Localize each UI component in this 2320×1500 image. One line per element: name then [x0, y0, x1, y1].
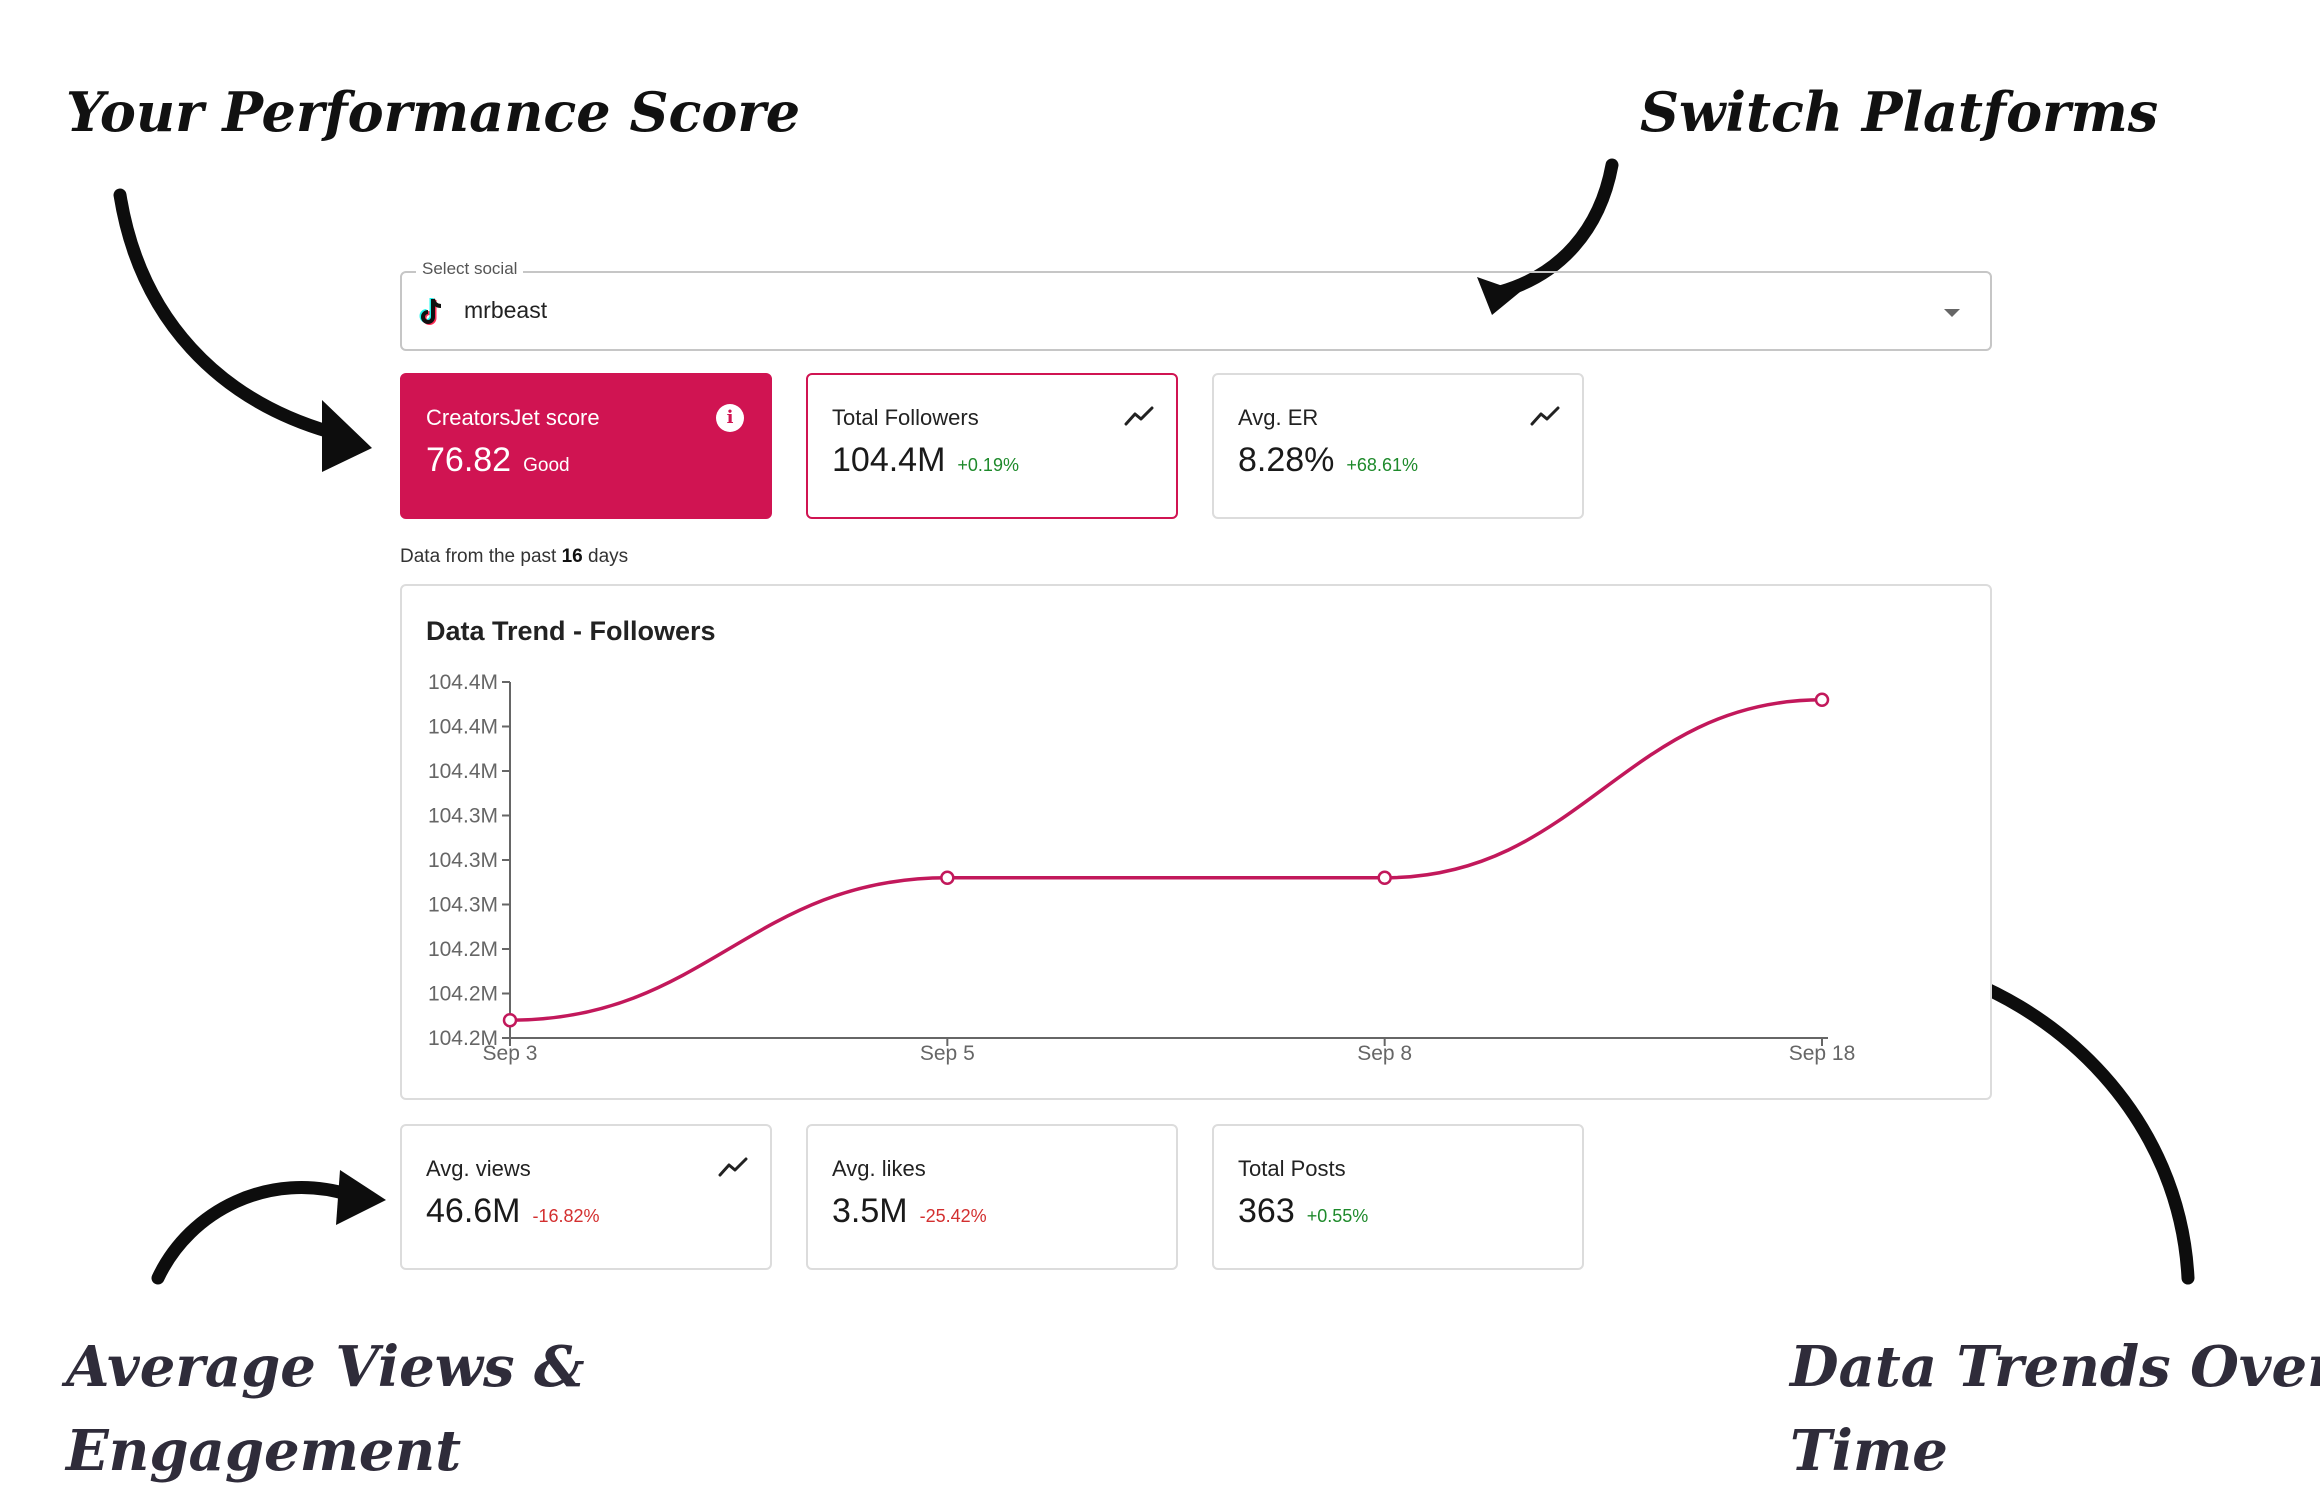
arrowhead-score [322, 400, 372, 472]
annotation-switch-platforms: Switch Platforms [1640, 80, 2159, 144]
likes-value: 3.5M [832, 1192, 908, 1230]
arrowhead-views [336, 1170, 386, 1225]
note-days: 16 [561, 546, 583, 567]
annotation-performance-score: Your Performance Score [66, 80, 801, 144]
avg-likes-card[interactable]: Avg. likes 3.5M -25.42% [806, 1124, 1178, 1270]
score-value: 76.82 [426, 441, 512, 479]
er-delta: +68.61% [1346, 455, 1418, 475]
likes-delta: -25.42% [919, 1206, 987, 1226]
y-tick-label: 104.2M [428, 938, 498, 961]
followers-trend-chart: Data Trend - Followers 104.4M 104.4M 104.4… [400, 584, 1992, 1100]
score-label: CreatorsJet score [426, 405, 600, 430]
arrow-to-score [113, 188, 337, 439]
total-posts-card[interactable]: Total Posts 363 +0.55% [1212, 1124, 1584, 1270]
x-tick-label: Sep 3 [483, 1042, 538, 1065]
y-tick-label: 104.3M [428, 894, 498, 917]
chart-canvas: 104.4M 104.4M 104.4M 104.3M 104.3M 104.3M 104.… [428, 671, 1856, 1065]
data-point [1377, 870, 1392, 886]
x-tick-label: Sep 18 [1789, 1042, 1856, 1065]
posts-label: Total Posts [1238, 1156, 1346, 1181]
score-rating: Good [523, 455, 570, 476]
followers-label: Total Followers [832, 405, 979, 430]
data-period-note: Data from the past 16 days [400, 546, 628, 568]
annotation-average-views-line1: Average Views & [66, 1334, 585, 1400]
posts-value: 363 [1238, 1192, 1295, 1230]
y-tick-label: 104.3M [428, 805, 498, 828]
select-social-dropdown[interactable]: Select social mrbeast [400, 259, 1992, 351]
x-tick-label: Sep 5 [920, 1042, 975, 1065]
avg-er-card[interactable]: Avg. ER 8.28% +68.61% [1212, 373, 1584, 519]
followers-value: 104.4M [832, 441, 946, 479]
data-point [1814, 692, 1830, 708]
followers-delta: +0.19% [957, 455, 1019, 475]
info-icon[interactable]: i [716, 404, 744, 432]
chart-title: Data Trend - Followers [426, 616, 716, 646]
trend-up-icon [718, 1157, 748, 1177]
data-point [502, 1012, 518, 1028]
trend-up-icon [1530, 406, 1560, 426]
note-suffix: days [582, 546, 629, 567]
arrow-to-views [151, 1181, 357, 1285]
views-delta: -16.82% [532, 1206, 600, 1226]
avg-views-card[interactable]: Avg. views 46.6M -16.82% [400, 1124, 772, 1270]
annotation-average-views-line2: Engagement [66, 1418, 462, 1484]
posts-delta: +0.55% [1306, 1206, 1369, 1226]
select-social-label: Select social [416, 259, 524, 279]
x-tick-label: Sep 8 [1357, 1042, 1412, 1065]
y-tick-label: 104.4M [428, 671, 498, 694]
select-social-value: mrbeast [464, 297, 548, 323]
chevron-down-icon[interactable] [1944, 309, 1960, 317]
y-tick-label: 104.3M [428, 849, 498, 872]
series-line [509, 698, 1823, 1022]
y-tick-label: 104.4M [428, 760, 498, 783]
er-label: Avg. ER [1238, 405, 1319, 430]
er-value: 8.28% [1238, 441, 1335, 479]
trend-up-icon [1124, 406, 1154, 426]
note-prefix: Data from the past [400, 546, 562, 567]
data-point [940, 870, 955, 886]
annotation-data-trends-line2: Time [1790, 1418, 1948, 1484]
y-tick-label: 104.2M [428, 1027, 498, 1050]
annotation-data-trends-line1: Data Trends Over [1790, 1334, 2320, 1400]
likes-label: Avg. likes [832, 1156, 926, 1181]
total-followers-card[interactable]: Total Followers 104.4M +0.19% [806, 373, 1178, 519]
views-value: 46.6M [426, 1192, 521, 1230]
y-tick-label: 104.4M [428, 716, 498, 739]
y-tick-label: 104.2M [428, 983, 498, 1006]
views-label: Avg. views [426, 1156, 531, 1181]
tiktok-icon [419, 298, 442, 325]
creatorsjet-score-card: CreatorsJet score i 76.82 Good [400, 373, 772, 519]
